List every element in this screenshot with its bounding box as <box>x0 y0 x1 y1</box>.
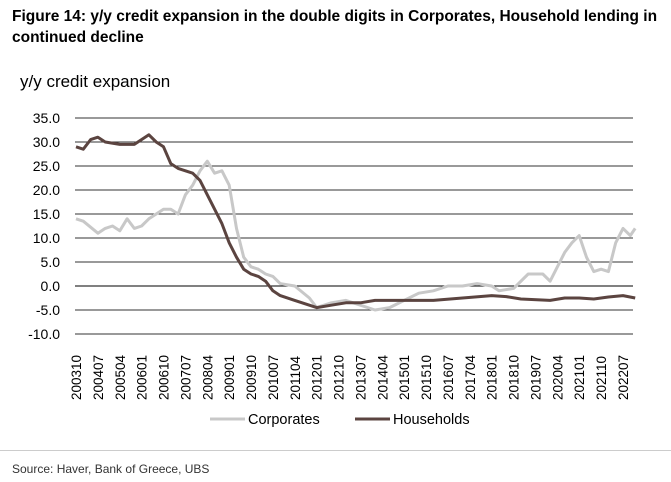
y-tick-label: 25.0 <box>33 158 60 174</box>
x-tick-label: 200804 <box>200 354 215 400</box>
x-tick-label: 201307 <box>353 355 368 400</box>
x-tick-label: 201704 <box>463 354 478 400</box>
y-tick-label: 10.0 <box>33 230 60 246</box>
legend-label: Households <box>393 412 470 428</box>
y-tick-label: 30.0 <box>33 134 60 150</box>
chart-title: Figure 14: y/y credit expansion in the d… <box>12 8 658 46</box>
source-note: Source: Haver, Bank of Greece, UBS <box>12 462 210 476</box>
y-tick-label: -5.0 <box>36 302 60 318</box>
x-tick-label: 202101 <box>572 355 587 400</box>
x-tick-label: 201501 <box>397 355 412 400</box>
x-tick-label: 202110 <box>594 356 609 400</box>
x-tick-label: 202207 <box>616 355 631 400</box>
x-tick-label: 201104 <box>288 355 303 400</box>
x-tick-label: 200610 <box>157 355 172 400</box>
y-tick-label: -10.0 <box>28 326 60 342</box>
y-tick-label: 15.0 <box>33 206 60 222</box>
x-tick-label: 200310 <box>69 355 84 400</box>
x-tick-label: 200901 <box>222 355 237 400</box>
divider <box>0 450 671 451</box>
x-tick-label: 200707 <box>178 355 193 400</box>
x-tick-label: 201907 <box>528 355 543 400</box>
series-line-households <box>75 133 636 310</box>
x-tick-label: 201404 <box>375 354 390 400</box>
series-line-corporates <box>75 159 637 312</box>
x-tick-label: 201510 <box>419 355 434 400</box>
x-tick-label: 202004 <box>550 354 565 400</box>
x-tick-label: 201201 <box>310 355 325 400</box>
x-tick-label: 200407 <box>91 355 106 400</box>
x-tick-label: 200601 <box>135 355 150 400</box>
legend-label: Corporates <box>248 412 320 428</box>
x-tick-label: 200504 <box>113 354 128 400</box>
x-tick-label: 201007 <box>266 355 281 400</box>
y-tick-label: 0.0 <box>41 278 61 294</box>
y-tick-label: 5.0 <box>41 254 61 270</box>
x-tick-label: 201210 <box>332 355 347 400</box>
x-tick-label: 201810 <box>507 355 522 400</box>
x-tick-label: 201801 <box>485 355 500 400</box>
line-chart: 35.0 30.0 25.0 20.0 15.0 10.0 5.0 0.0 -5.0 -10.0 2… <box>28 110 637 428</box>
y-tick-label: 35.0 <box>33 110 60 126</box>
y-tick-label: 20.0 <box>33 182 60 198</box>
x-tick-label: 201607 <box>441 355 456 400</box>
y-axis-title: y/y credit expansion <box>20 72 171 91</box>
x-tick-label: 200910 <box>244 355 259 400</box>
